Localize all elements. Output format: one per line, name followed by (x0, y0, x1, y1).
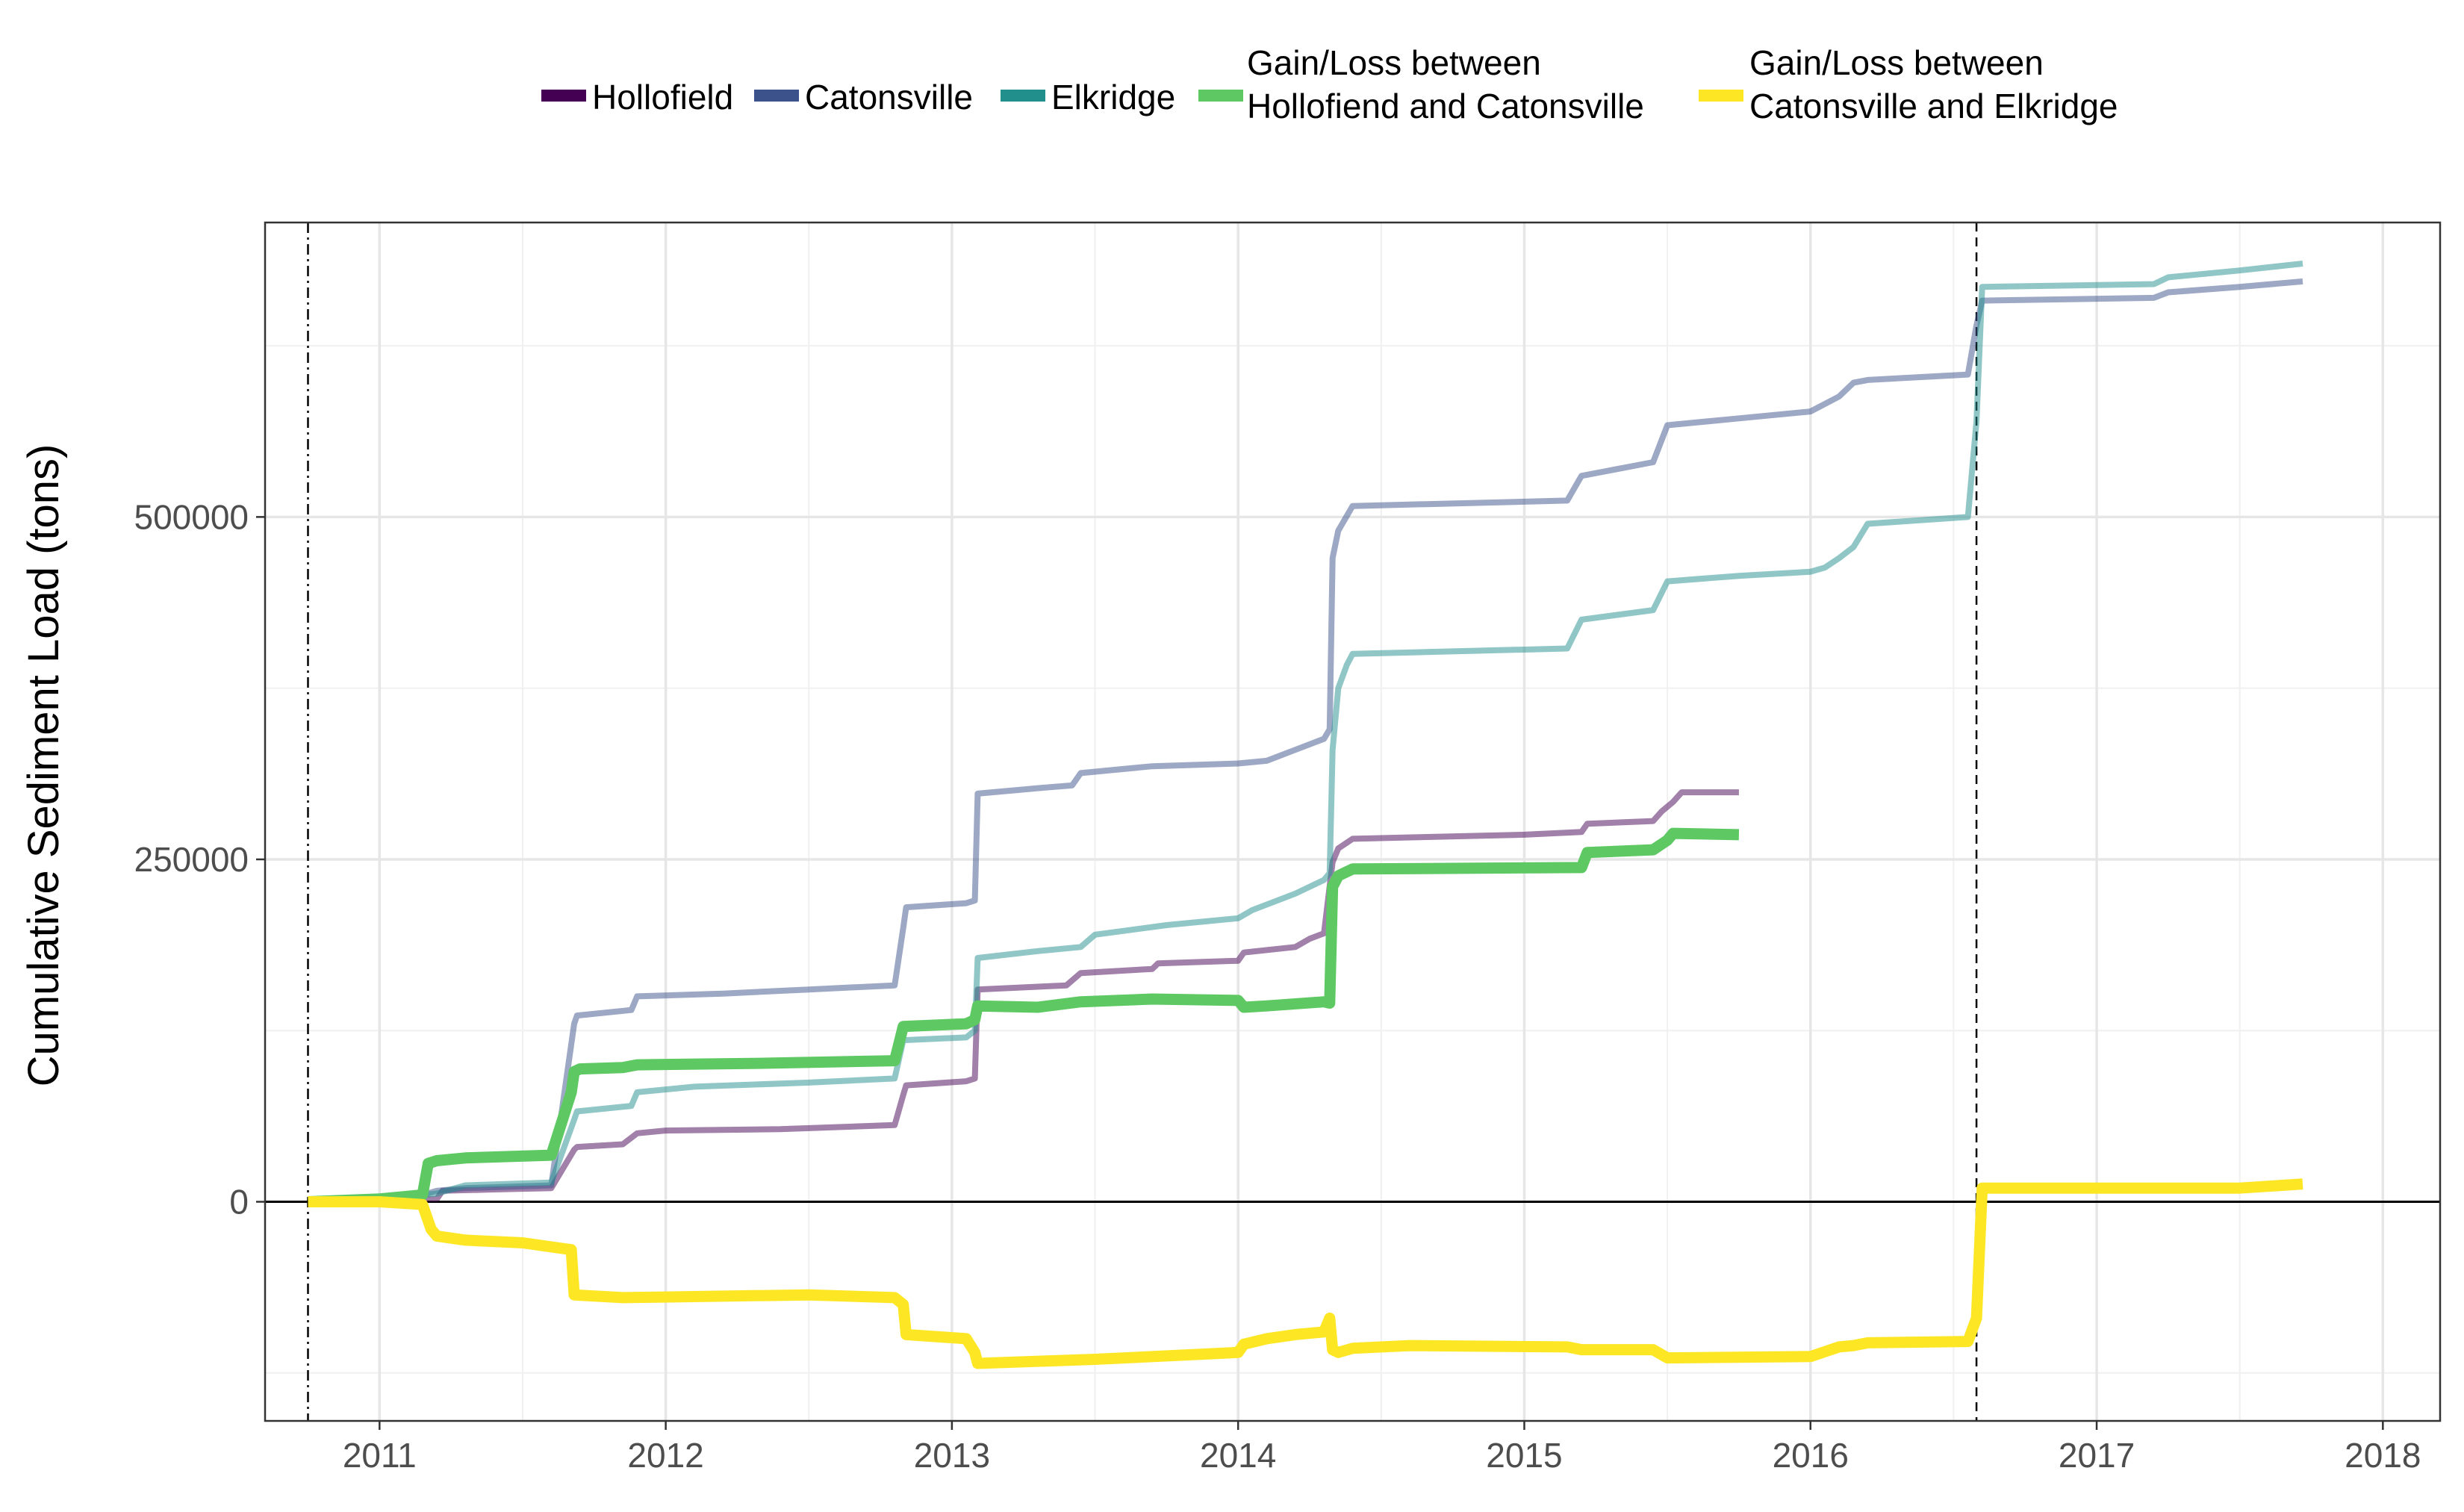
legend-key-gain-loss-hollofiend-catonsville (1198, 90, 1243, 102)
legend-key-elkridge (1001, 90, 1045, 102)
x-tick-label: 2011 (343, 1436, 417, 1475)
legend: Hollofield Catonsville Elkridge Gain/Los… (541, 43, 2118, 125)
grid (265, 223, 2440, 1421)
y-axis-ticks: 0 250000 500000 (134, 497, 265, 1222)
series-lines (308, 261, 2303, 1369)
legend-key-catonsville (754, 90, 799, 102)
x-axis-ticks: 2011 2012 2013 2014 2015 2016 2017 2018 (343, 1421, 2421, 1475)
plot-background (265, 223, 2440, 1421)
legend-key-hollofield (541, 90, 586, 102)
plot-panel-border (264, 221, 2442, 1422)
y-tick-label: 0 (229, 1183, 249, 1222)
legend-label-line-2: Catonsville and Elkridge (1749, 87, 2118, 125)
series-line-2 (308, 261, 2303, 1205)
y-axis-title: Cumulative Sediment Load (tons) (19, 444, 68, 1087)
series-line-3 (308, 827, 1740, 1207)
legend-label-elkridge: Elkridge (1051, 78, 1175, 116)
legend-label-catonsville: Catonsville (805, 78, 973, 116)
x-tick-label: 2015 (1486, 1436, 1562, 1475)
legend-label-gain-loss-hollofiend-catonsville: Gain/Loss between Hollofiend and Catonsv… (1247, 43, 1644, 125)
series-line-0 (308, 789, 1739, 1205)
x-tick-label: 2012 (627, 1436, 703, 1475)
legend-label-line-1: Gain/Loss between (1749, 43, 2044, 82)
legend-key-gain-loss-catonsville-elkridge (1699, 90, 1743, 102)
x-tick-label: 2017 (2059, 1436, 2135, 1475)
y-tick-label: 500000 (134, 497, 249, 536)
x-tick-label: 2014 (1200, 1436, 1276, 1475)
x-tick-label: 2016 (1773, 1436, 1849, 1475)
legend-label-line-1: Gain/Loss between (1247, 43, 1541, 82)
series-line-4 (308, 1178, 2303, 1369)
series-line-1 (308, 278, 2303, 1205)
legend-label-gain-loss-catonsville-elkridge: Gain/Loss between Catonsville and Elkrid… (1749, 43, 2118, 125)
y-tick-label: 250000 (134, 840, 249, 879)
x-tick-label: 2018 (2345, 1436, 2421, 1475)
x-tick-label: 2013 (914, 1436, 990, 1475)
legend-label-line-2: Hollofiend and Catonsville (1247, 87, 1644, 125)
legend-label-hollofield: Hollofield (592, 78, 733, 116)
